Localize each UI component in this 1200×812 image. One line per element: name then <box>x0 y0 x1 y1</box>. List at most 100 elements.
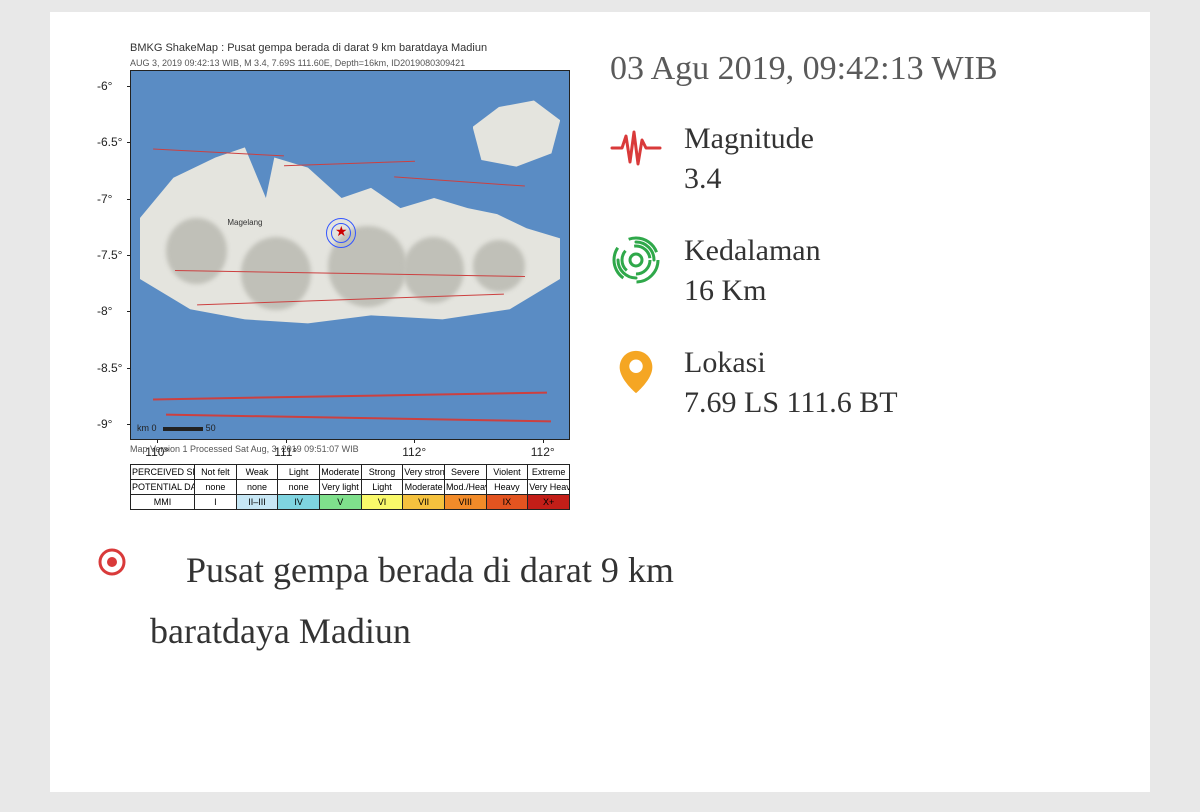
intensity-cell: Light <box>361 480 403 495</box>
scale-max: 50 <box>206 423 216 433</box>
fault-line <box>166 414 551 423</box>
x-axis-label: 112° <box>531 445 555 459</box>
intensity-cell: Severe <box>444 465 486 480</box>
y-axis-label: -7° <box>97 192 112 206</box>
terrain-shade <box>473 240 526 292</box>
shakemap: ★ Magelang -6°-6.5°-7°-7.5°-8°-8.5°-9° 1… <box>130 70 570 440</box>
y-tick <box>127 142 131 143</box>
location-text: Lokasi 7.69 LS 111.6 BT <box>684 346 898 420</box>
y-axis-label: -8° <box>97 304 112 318</box>
y-axis-label: -6° <box>97 79 112 93</box>
terrain-shade <box>241 237 311 311</box>
x-axis-label: 110° <box>145 445 169 459</box>
intensity-cell: Very strong <box>403 465 445 480</box>
x-tick <box>286 439 287 443</box>
magnitude-value: 3.4 <box>684 162 814 196</box>
intensity-cell: I <box>195 495 237 510</box>
top-section: BMKG ShakeMap : Pusat gempa berada di da… <box>90 42 1110 510</box>
y-tick <box>127 424 131 425</box>
landmass-madura <box>473 100 561 166</box>
x-tick <box>414 439 415 443</box>
x-axis-label: 111° <box>274 445 297 459</box>
map-footer: Map Version 1 Processed Sat Aug, 3, 2019… <box>130 444 570 454</box>
intensity-cell: Moderate <box>319 465 361 480</box>
intensity-cell: none <box>195 480 237 495</box>
info-column: 03 Agu 2019, 09:42:13 WIB Magnitude 3.4 <box>610 42 1110 510</box>
magnitude-icon <box>610 122 662 174</box>
depth-label: Kedalaman <box>684 234 821 268</box>
summary-bullet-icon <box>98 548 126 576</box>
intensity-cell: Heavy <box>486 480 528 495</box>
map-scale: km 0 50 <box>137 423 216 433</box>
x-axis-label: 112° <box>402 445 426 459</box>
depth-row: Kedalaman 16 Km <box>610 234 1110 308</box>
y-tick <box>127 311 131 312</box>
intensity-row: PERCEIVED SHAKINGNot feltWeakLightModera… <box>131 465 570 480</box>
intensity-cell: Strong <box>361 465 403 480</box>
magnitude-row: Magnitude 3.4 <box>610 122 1110 196</box>
intensity-table: PERCEIVED SHAKINGNot feltWeakLightModera… <box>130 464 570 510</box>
intensity-row: POTENTIAL DAMAGEnonenonenoneVery lightLi… <box>131 480 570 495</box>
fault-line <box>153 149 284 157</box>
location-row: Lokasi 7.69 LS 111.6 BT <box>610 346 1110 420</box>
intensity-cell: Very Heavy <box>528 480 570 495</box>
summary-line-1: Pusat gempa berada di darat 9 km <box>186 550 674 590</box>
intensity-cell: II–III <box>236 495 278 510</box>
summary-line-2: baratdaya Madiun <box>150 611 411 651</box>
y-axis-label: -6.5° <box>97 135 122 149</box>
location-label: Lokasi <box>684 346 898 380</box>
scale-bar <box>163 427 203 431</box>
fault-line <box>153 391 547 400</box>
depth-text: Kedalaman 16 Km <box>684 234 821 308</box>
intensity-cell: IX <box>486 495 528 510</box>
depth-icon <box>610 234 662 286</box>
intensity-row-header: MMI <box>131 495 195 510</box>
intensity-cell: Weak <box>236 465 278 480</box>
scale-unit: km <box>137 423 149 433</box>
intensity-cell: IV <box>278 495 320 510</box>
intensity-cell: X+ <box>528 495 570 510</box>
fault-line <box>394 177 525 187</box>
intensity-cell: none <box>278 480 320 495</box>
intensity-cell: Violent <box>486 465 528 480</box>
y-axis-label: -7.5° <box>97 248 122 262</box>
magnitude-label: Magnitude <box>684 122 814 156</box>
event-datetime: 03 Agu 2019, 09:42:13 WIB <box>610 50 1110 88</box>
depth-value: 16 Km <box>684 274 821 308</box>
y-tick <box>127 255 131 256</box>
fault-line <box>284 161 415 167</box>
terrain-shade <box>403 237 464 303</box>
earthquake-card: BMKG ShakeMap : Pusat gempa berada di da… <box>50 12 1150 792</box>
epicenter-star-icon: ★ <box>335 226 348 240</box>
location-icon <box>610 346 662 398</box>
y-tick <box>127 368 131 369</box>
intensity-cell: Not felt <box>195 465 237 480</box>
summary-row: Pusat gempa berada di darat 9 km baratda… <box>90 540 1110 662</box>
intensity-cell: VIII <box>444 495 486 510</box>
summary-text: Pusat gempa berada di darat 9 km baratda… <box>150 540 674 662</box>
y-tick <box>127 86 131 87</box>
y-axis-label: -9° <box>97 417 112 431</box>
scale-zero: 0 <box>152 423 157 433</box>
map-column: BMKG ShakeMap : Pusat gempa berada di da… <box>90 42 570 510</box>
intensity-cell: none <box>236 480 278 495</box>
city-label: Magelang <box>227 218 262 227</box>
epicenter-marker: ★ <box>333 225 349 241</box>
intensity-cell: Light <box>278 465 320 480</box>
y-tick <box>127 199 131 200</box>
map-title: BMKG ShakeMap : Pusat gempa berada di da… <box>130 42 570 54</box>
intensity-cell: Very light <box>319 480 361 495</box>
x-tick <box>543 439 544 443</box>
intensity-cell: V <box>319 495 361 510</box>
intensity-cell: Mod./Heavy <box>444 480 486 495</box>
intensity-row-header: POTENTIAL DAMAGE <box>131 480 195 495</box>
intensity-cell: Moderate <box>403 480 445 495</box>
x-tick <box>157 439 158 443</box>
intensity-cell: VI <box>361 495 403 510</box>
y-axis-label: -8.5° <box>97 361 122 375</box>
magnitude-text: Magnitude 3.4 <box>684 122 814 196</box>
location-value: 7.69 LS 111.6 BT <box>684 386 898 420</box>
intensity-row-header: PERCEIVED SHAKING <box>131 465 195 480</box>
intensity-cell: Extreme <box>528 465 570 480</box>
map-subtitle: AUG 3, 2019 09:42:13 WIB, M 3.4, 7.69S 1… <box>130 58 570 68</box>
